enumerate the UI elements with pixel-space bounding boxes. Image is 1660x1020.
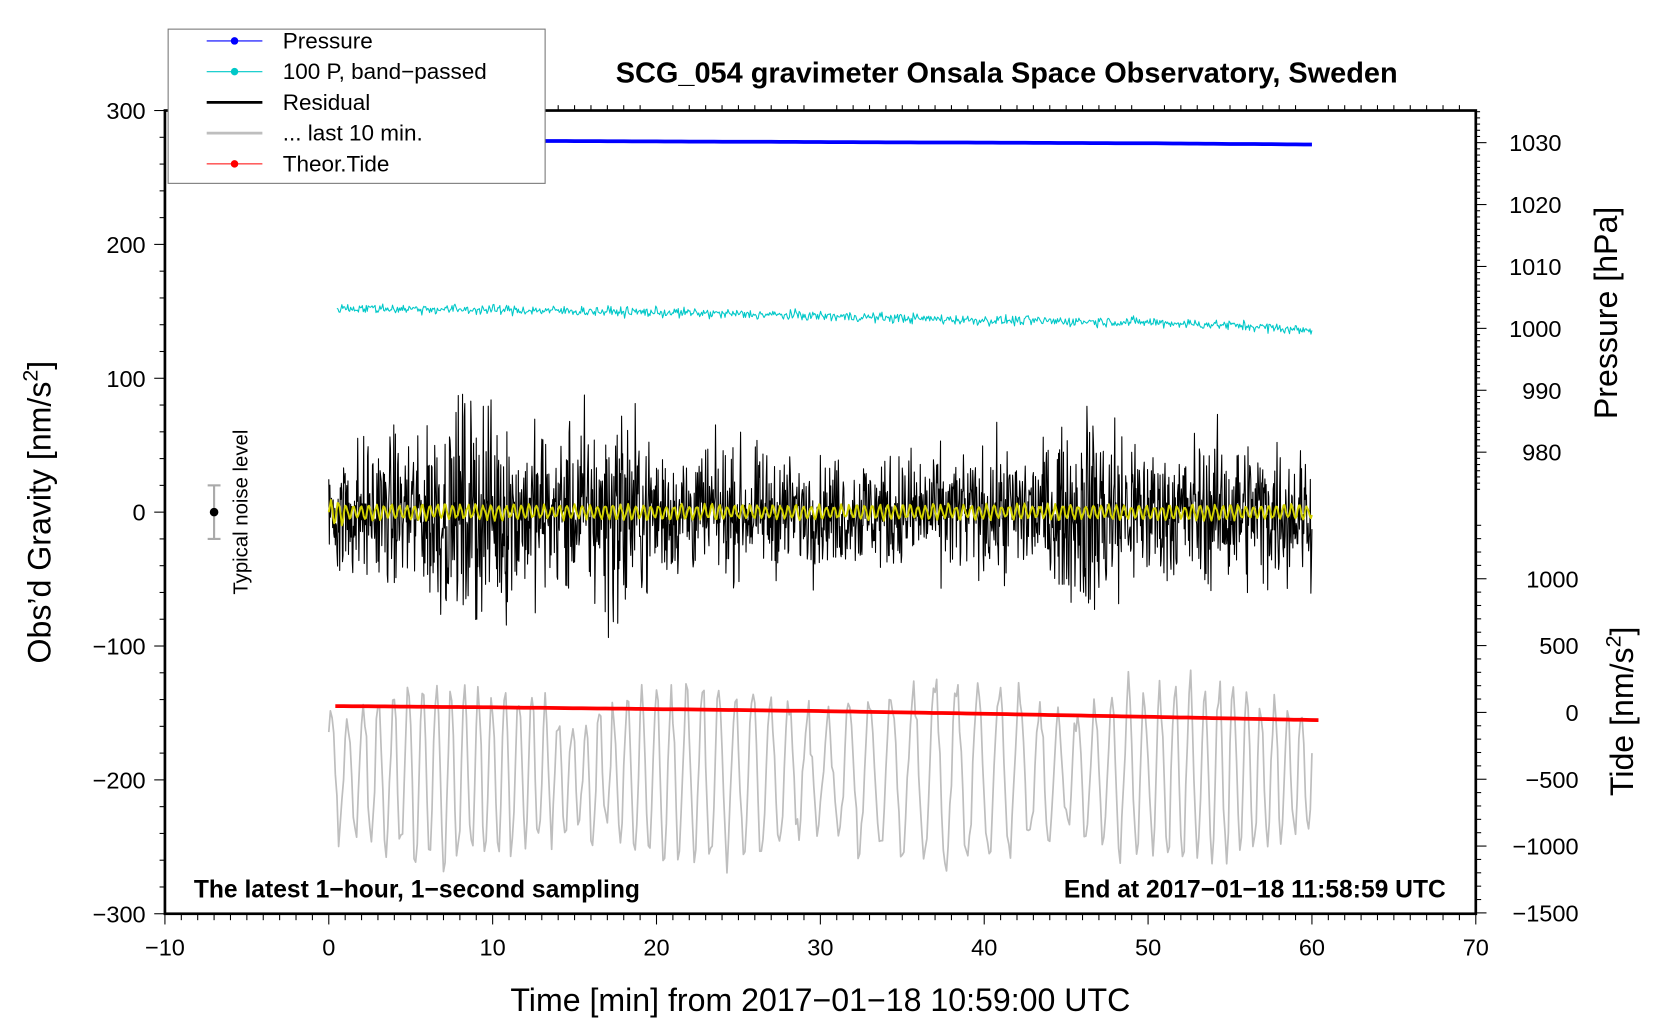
x-tick-label: 40 [971, 935, 997, 961]
legend-label: 100 P, band−passed [283, 59, 487, 84]
tide-tick-label: −1000 [1512, 834, 1578, 860]
legend-swatch-dot [230, 67, 239, 76]
y-tick-label: −100 [93, 634, 146, 660]
tide-tick-label: 1000 [1526, 566, 1578, 592]
series-residual-smoothed [327, 498, 1313, 527]
legend-label: Residual [283, 90, 371, 115]
legend-entry: Residual [206, 90, 371, 115]
ticks-layer: −10 0 10 20 30 40 50 60 703002001000−100−200−300… [93, 98, 1579, 960]
pressure-tick-label: 1000 [1509, 316, 1561, 342]
tide-tick-label: −500 [1526, 767, 1579, 793]
series-pressure-bandpassed [336, 303, 1313, 335]
noise-level-bar [207, 484, 221, 540]
legend-swatch-dot [230, 160, 239, 168]
x-tick-label: 10 [480, 935, 506, 961]
legend-entry: Pressure [206, 28, 373, 53]
annotation-bottom-right: End at 2017−01−18 11:58:59 UTC [1064, 877, 1446, 904]
x-tick-label: −10 [145, 935, 185, 961]
y-tick-label: −300 [93, 901, 146, 927]
y-tick-label: 300 [106, 98, 145, 124]
noise-bar-center-dot [209, 507, 219, 517]
legend-label: Theor.Tide [283, 151, 390, 176]
y-tick-label: 100 [106, 366, 145, 392]
y-axis-label-tide: Tide [nm/s2] [1601, 627, 1640, 797]
legend-entry: Theor.Tide [206, 151, 390, 176]
legend-label: Pressure [283, 28, 373, 53]
y-tick-label: 200 [106, 232, 145, 258]
legend-label: ... last 10 min. [283, 121, 423, 146]
legend-swatch-dot [230, 37, 239, 45]
pressure-tick-label: 1020 [1509, 192, 1561, 218]
pressure-tick-label: 1030 [1509, 130, 1561, 156]
y-tick-label: 0 [133, 500, 146, 526]
tide-tick-label: 0 [1565, 700, 1578, 726]
y-axis-label-left: Obs’d Gravity [nm/s2] [18, 361, 57, 664]
pressure-tick-label: 1010 [1509, 254, 1561, 280]
y-axis-label-pressure: Pressure [hPa] [1588, 207, 1624, 419]
x-tick-label: 70 [1463, 935, 1489, 961]
tide-tick-label: 500 [1539, 633, 1578, 659]
annotation-bottom-left: The latest 1−hour, 1−second sampling [194, 877, 640, 904]
pressure-tick-label: 980 [1522, 440, 1561, 466]
x-axis-label: Time [min] from 2017−01−18 10:59:00 UTC [510, 982, 1130, 1018]
legend: Pressure 100 P, band−passed Residual ... la… [167, 28, 546, 184]
x-tick-label: 60 [1299, 935, 1325, 961]
legend-entry: 100 P, band−passed [206, 59, 487, 84]
x-tick-label: 50 [1135, 935, 1161, 961]
series-layer [327, 138, 1319, 874]
tide-tick-label: −1500 [1512, 900, 1578, 926]
pressure-tick-label: 990 [1522, 378, 1561, 404]
x-tick-label: 20 [643, 935, 669, 961]
series-last-10-min [327, 669, 1313, 874]
y-tick-label: −200 [93, 767, 146, 793]
chart-title: SCG_054 gravimeter Onsala Space Observat… [616, 58, 1398, 90]
legend-entry: ... last 10 min. [206, 121, 423, 146]
series-theoretical-tide [335, 704, 1319, 722]
legend-box [167, 28, 546, 184]
x-tick-label: 0 [322, 935, 335, 961]
noise-level-label: Typical noise level [230, 430, 252, 595]
x-tick-label: 30 [807, 935, 833, 961]
